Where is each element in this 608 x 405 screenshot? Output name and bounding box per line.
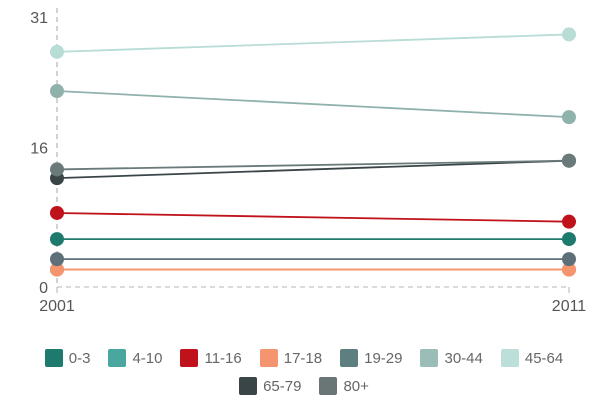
legend-item: 30-44 <box>420 349 483 367</box>
series-line-11-16 <box>56 212 570 223</box>
y-tick-label: 16 <box>30 141 48 158</box>
series-line-30-44 <box>56 90 570 119</box>
y-tick-label: 0 <box>39 280 48 297</box>
data-point-30-44 <box>562 110 576 125</box>
legend-swatch <box>180 349 199 367</box>
chart: 0 16 31 2001 2011 <box>30 8 586 315</box>
legend-row: 65-79 80+ <box>0 372 608 400</box>
axes <box>56 8 570 293</box>
data-point-30-44 <box>50 84 64 99</box>
legend-label: 45-64 <box>524 349 564 367</box>
data-point-0-3 <box>562 232 576 247</box>
data-point-17-18 <box>562 262 576 277</box>
data-point-80+ <box>50 162 64 177</box>
legend-row: 0-3 4-10 11-16 17-18 19-29 30-44 45-64 <box>0 344 608 372</box>
data-point-19-29 <box>562 252 576 267</box>
legend-label: 65-79 <box>263 377 302 395</box>
legend-swatch <box>500 349 519 367</box>
legend-item: 11-16 <box>180 349 242 367</box>
legend-label: 11-16 <box>204 349 242 367</box>
legend-item: 19-29 <box>340 349 402 367</box>
x-tick-label: 2001 <box>39 298 75 315</box>
legend-item: 0-3 <box>44 349 91 367</box>
data-point-0-3 <box>50 232 64 247</box>
legend-swatch <box>239 377 258 395</box>
legend-swatch <box>319 377 338 395</box>
legend-label: 80+ <box>343 377 369 395</box>
legend-label: 0-3 <box>68 349 91 367</box>
legend-swatch <box>44 349 63 367</box>
legend-item: 45-64 <box>500 349 564 367</box>
series-lines <box>56 33 570 271</box>
legend-item: 4-10 <box>108 349 162 367</box>
y-tick-label: 31 <box>30 10 48 27</box>
legend-item: 65-79 <box>239 377 301 395</box>
legend-swatch <box>108 349 127 367</box>
legend-item: 17-18 <box>259 349 323 367</box>
data-point-17-18 <box>50 262 64 277</box>
legend-label: 17-18 <box>283 349 323 367</box>
legend-label: 30-44 <box>444 349 483 367</box>
legend-swatch <box>340 349 359 367</box>
legend-label: 4-10 <box>132 349 163 367</box>
data-point-80+ <box>562 153 576 168</box>
data-point-11-16 <box>562 214 576 229</box>
x-tick-label: 2011 <box>552 298 587 315</box>
series-line-45-64 <box>56 33 570 53</box>
series-line-65-79 <box>56 159 570 180</box>
tick-labels: 0 16 31 2001 2011 <box>30 10 586 315</box>
legend-item: 80+ <box>319 377 369 395</box>
data-point-11-16 <box>50 205 64 220</box>
legend-swatch <box>420 349 439 367</box>
legend: 0-3 4-10 11-16 17-18 19-29 30-44 45-64 65-79 80… <box>0 344 608 400</box>
data-point-45-64 <box>562 27 576 42</box>
legend-swatch <box>259 349 278 367</box>
data-point-45-64 <box>50 44 64 59</box>
series-points <box>50 27 576 277</box>
series-line-80+ <box>56 159 570 171</box>
data-point-19-29 <box>50 252 64 267</box>
legend-label: 19-29 <box>364 349 403 367</box>
